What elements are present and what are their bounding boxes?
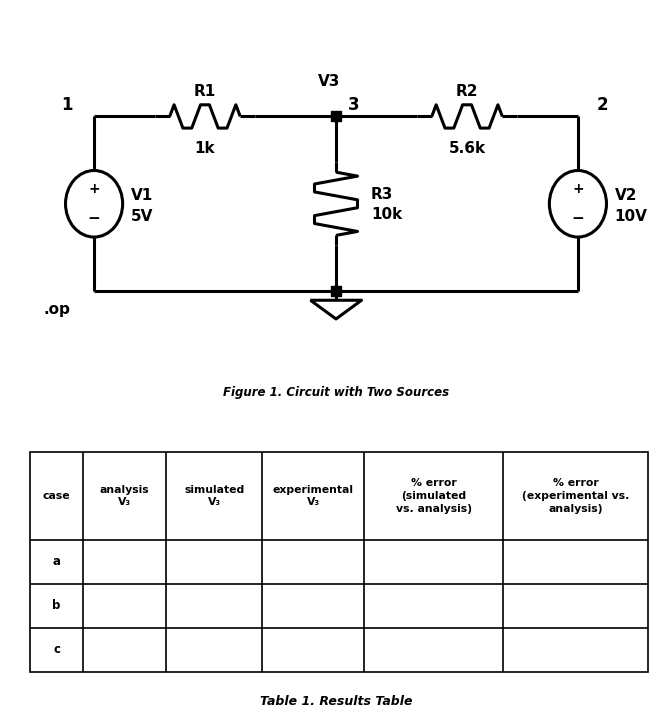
Text: R1: R1 [194, 84, 216, 99]
Text: 5V: 5V [130, 209, 153, 224]
Text: simulated
V₃: simulated V₃ [184, 485, 245, 508]
Text: a: a [52, 556, 60, 569]
Text: % error
(simulated
vs. analysis): % error (simulated vs. analysis) [396, 478, 472, 514]
Text: 3: 3 [348, 96, 360, 114]
Text: 1k: 1k [195, 141, 215, 156]
Text: c: c [53, 643, 60, 656]
Text: b: b [52, 599, 60, 612]
Text: V1: V1 [130, 188, 153, 203]
Text: 2: 2 [597, 96, 608, 114]
Text: 1: 1 [61, 96, 73, 114]
Text: 10V: 10V [614, 209, 647, 224]
Text: 10k: 10k [371, 206, 403, 222]
Text: 5.6k: 5.6k [448, 141, 486, 156]
Text: V2: V2 [614, 188, 637, 203]
Text: experimental
V₃: experimental V₃ [273, 485, 353, 508]
Text: −: − [88, 211, 100, 226]
Point [331, 285, 341, 297]
Text: .op: .op [44, 303, 71, 318]
Text: −: − [572, 211, 584, 226]
Text: Table 1. Results Table: Table 1. Results Table [260, 695, 412, 708]
Text: +: + [88, 182, 100, 196]
Text: +: + [572, 182, 584, 196]
Text: analysis
V₃: analysis V₃ [99, 485, 149, 508]
Text: Figure 1. Circuit with Two Sources: Figure 1. Circuit with Two Sources [223, 386, 449, 399]
Text: % error
(experimental vs.
analysis): % error (experimental vs. analysis) [522, 478, 630, 514]
Text: V3: V3 [318, 75, 341, 90]
Point [331, 110, 341, 122]
Text: R3: R3 [371, 187, 393, 202]
Text: R2: R2 [456, 84, 478, 99]
Text: case: case [43, 491, 71, 501]
